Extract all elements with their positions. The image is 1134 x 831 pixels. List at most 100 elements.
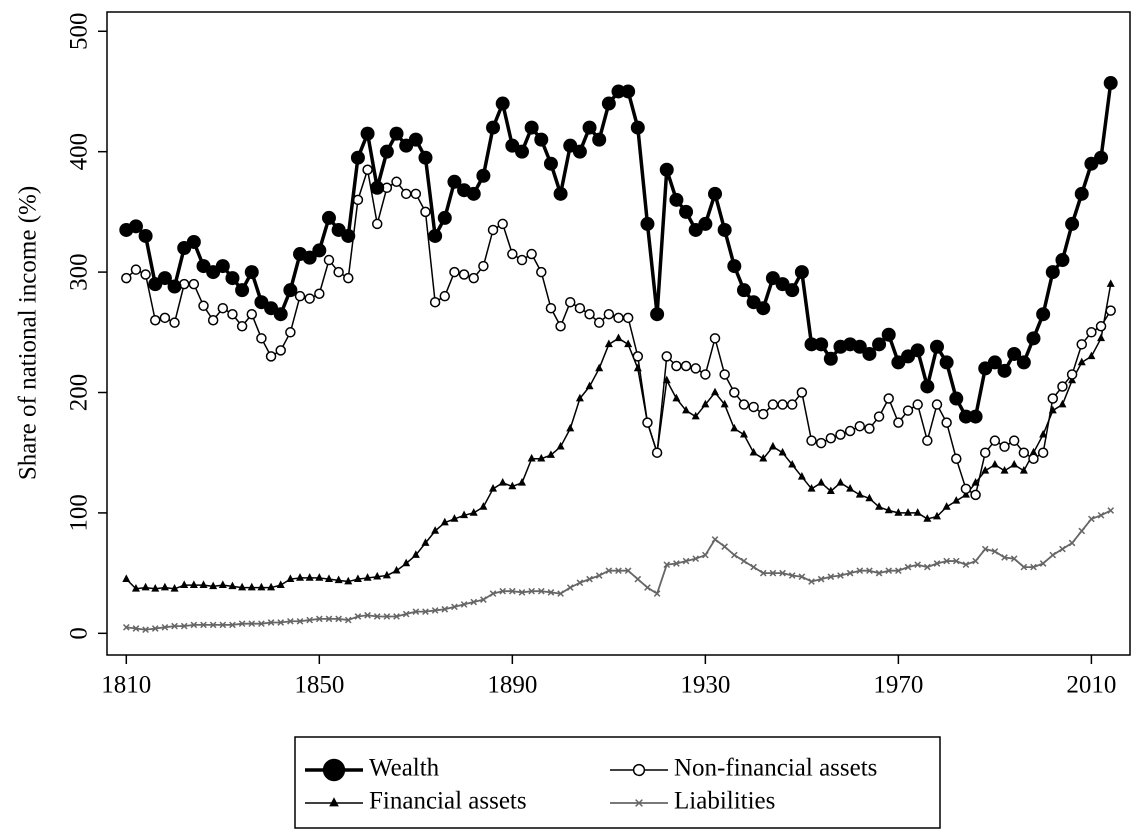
marker [769, 569, 777, 577]
marker [1045, 265, 1060, 280]
marker [170, 583, 179, 592]
marker [913, 508, 922, 516]
marker [489, 590, 497, 597]
legend-label: Financial assets [369, 788, 527, 815]
marker [441, 605, 449, 613]
marker [595, 572, 603, 579]
marker [1039, 560, 1047, 567]
marker [614, 333, 623, 342]
marker [157, 271, 172, 286]
marker [788, 572, 796, 579]
marker [169, 317, 180, 328]
marker [508, 481, 517, 490]
marker [759, 453, 768, 462]
marker [740, 557, 748, 565]
marker [543, 156, 558, 171]
marker [866, 567, 873, 575]
marker [495, 96, 510, 111]
marker [997, 363, 1012, 378]
marker [1030, 563, 1037, 571]
marker [283, 283, 298, 298]
marker [553, 186, 568, 201]
marker [344, 576, 353, 585]
marker [1037, 447, 1049, 458]
marker [294, 290, 306, 302]
marker [122, 574, 131, 582]
marker [875, 502, 884, 510]
marker [277, 619, 285, 626]
series-line [125, 82, 1113, 419]
marker [1018, 447, 1030, 458]
marker [265, 351, 277, 362]
marker [777, 399, 788, 410]
marker [1007, 346, 1022, 361]
marker [276, 580, 285, 588]
marker [912, 399, 923, 410]
marker [1087, 351, 1096, 360]
marker [323, 254, 335, 266]
marker [371, 218, 383, 230]
marker [968, 409, 983, 424]
marker [246, 308, 258, 320]
marker [1001, 554, 1008, 561]
marker [1000, 465, 1009, 474]
marker [605, 567, 613, 575]
marker [370, 180, 385, 195]
marker [383, 613, 391, 620]
marker [1103, 76, 1118, 91]
marker [334, 575, 343, 584]
marker [514, 144, 529, 159]
x-tick-label: 1970 [873, 672, 923, 699]
marker [235, 283, 250, 298]
marker [920, 379, 935, 394]
marker [711, 536, 719, 543]
marker [827, 573, 835, 581]
marker [1094, 150, 1109, 165]
marker [779, 569, 786, 577]
marker [344, 616, 352, 624]
marker [576, 579, 584, 587]
marker [929, 339, 944, 354]
legend-label: Liabilities [674, 788, 775, 815]
marker [1078, 527, 1086, 535]
marker [333, 266, 344, 278]
marker [922, 435, 933, 446]
marker [215, 259, 230, 274]
marker [814, 337, 829, 352]
marker [421, 538, 430, 546]
y-tick-label: 100 [66, 494, 93, 532]
marker [321, 210, 336, 225]
marker [748, 401, 759, 413]
marker [564, 296, 576, 308]
marker [159, 312, 171, 324]
marker [941, 417, 952, 428]
marker [131, 583, 140, 592]
marker [615, 567, 622, 575]
marker [364, 611, 371, 619]
marker [362, 164, 373, 175]
marker [979, 447, 991, 458]
marker [363, 573, 372, 581]
marker [389, 126, 404, 141]
marker [528, 587, 535, 595]
marker [727, 259, 742, 274]
marker [1016, 355, 1031, 370]
marker [546, 450, 555, 458]
marker [466, 186, 481, 201]
marker [661, 351, 673, 362]
marker [873, 411, 885, 422]
marker [856, 567, 864, 575]
marker [758, 408, 769, 420]
marker [672, 393, 681, 402]
marker [1039, 429, 1048, 438]
marker [258, 620, 265, 628]
marker [574, 302, 586, 314]
marker [837, 572, 844, 579]
marker [167, 279, 182, 294]
marker [440, 517, 449, 526]
legend-label: Wealth [369, 755, 440, 782]
marker [324, 574, 333, 582]
marker [1010, 555, 1018, 563]
marker [217, 302, 229, 314]
